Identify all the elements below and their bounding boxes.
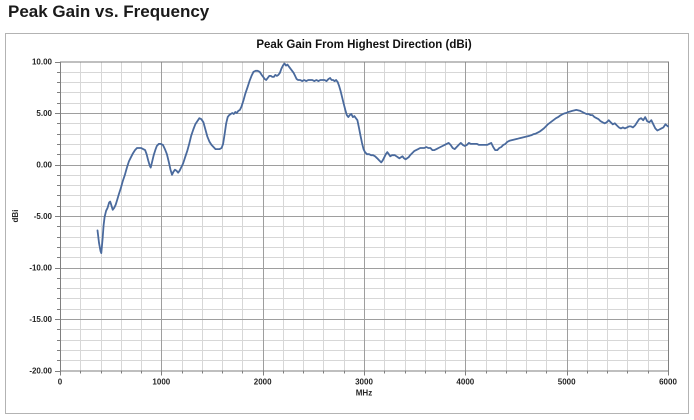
page-title: Peak Gain vs. Frequency — [8, 2, 210, 21]
axis-ticks — [55, 62, 669, 376]
chart-title: Peak Gain From Highest Direction (dBi) — [256, 39, 472, 51]
chart-frame: Peak Gain From Highest Direction (dBi) 1… — [5, 33, 689, 414]
x-axis-title: MHz — [356, 389, 372, 398]
plot-border — [60, 61, 669, 372]
x-tick-label: 0 — [58, 378, 63, 387]
plot-svg: 10.00 5.00 0.00 -5.00 -10.00 -15.00 -20.00 0 100… — [11, 58, 677, 398]
y-tick-label: -10.00 — [29, 264, 52, 273]
gain-series-line — [96, 62, 669, 255]
y-tick-label: -15.00 — [29, 315, 52, 324]
x-tick-label: 4000 — [456, 378, 474, 387]
x-tick-label: 2000 — [254, 378, 272, 387]
x-tick-label: 1000 — [152, 378, 170, 387]
y-tick-label: 0.00 — [36, 161, 52, 170]
y-tick-label: -5.00 — [34, 212, 53, 221]
y-tick-label: -20.00 — [29, 367, 52, 376]
x-tick-label: 5000 — [558, 378, 576, 387]
y-tick-label: 10.00 — [32, 58, 53, 67]
gridlines-major — [60, 61, 668, 371]
y-tick-label: 5.00 — [36, 109, 52, 118]
y-axis-title: dBi — [11, 210, 20, 223]
x-tick-label: 3000 — [355, 378, 373, 387]
x-tick-label: 6000 — [659, 378, 677, 387]
